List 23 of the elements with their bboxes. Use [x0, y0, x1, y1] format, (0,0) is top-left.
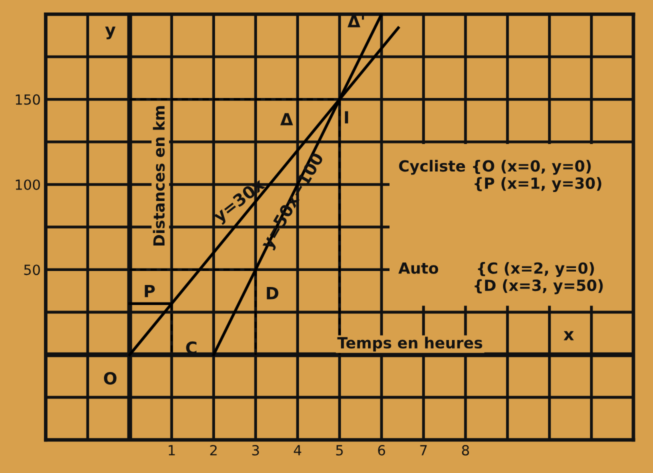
- x-tick-label: 6: [378, 444, 386, 456]
- annotation: D: [266, 287, 278, 300]
- x-tick-label: 4: [294, 445, 302, 456]
- annotation: Δ': [348, 15, 364, 28]
- x-tick-label: 8: [462, 444, 469, 456]
- x-tick-label: 1: [168, 445, 175, 456]
- annotation: Δ: [280, 113, 294, 126]
- annotation: y: [105, 26, 116, 40]
- x-axis-title: Temps en heures: [337, 336, 482, 352]
- y-axis-title: Distances en km: [152, 106, 165, 246]
- annotation: P: [144, 285, 155, 298]
- x-tick-label: 7: [420, 445, 427, 456]
- x-tick-label: 3: [252, 444, 259, 456]
- annotation: O: [104, 372, 116, 385]
- y-tick-label: 100: [16, 179, 40, 190]
- annotation: I: [344, 111, 348, 124]
- annotation: x: [564, 331, 574, 340]
- y-tick-label: 50: [24, 264, 40, 276]
- annotation: Cycliste {O (x=0, y=0) {P (x=1, y=30): [399, 160, 602, 192]
- x-tick-label: 2: [210, 444, 217, 456]
- x-tick-label: 5: [336, 445, 343, 456]
- annotation: Auto {C (x=2, y=0) {D (x=3, y=50): [398, 262, 603, 294]
- y-tick-label: 150: [16, 94, 40, 105]
